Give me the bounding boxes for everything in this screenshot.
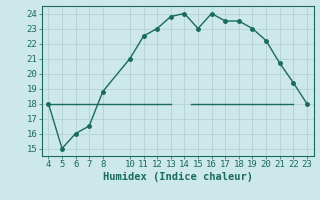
X-axis label: Humidex (Indice chaleur): Humidex (Indice chaleur) bbox=[103, 172, 252, 182]
